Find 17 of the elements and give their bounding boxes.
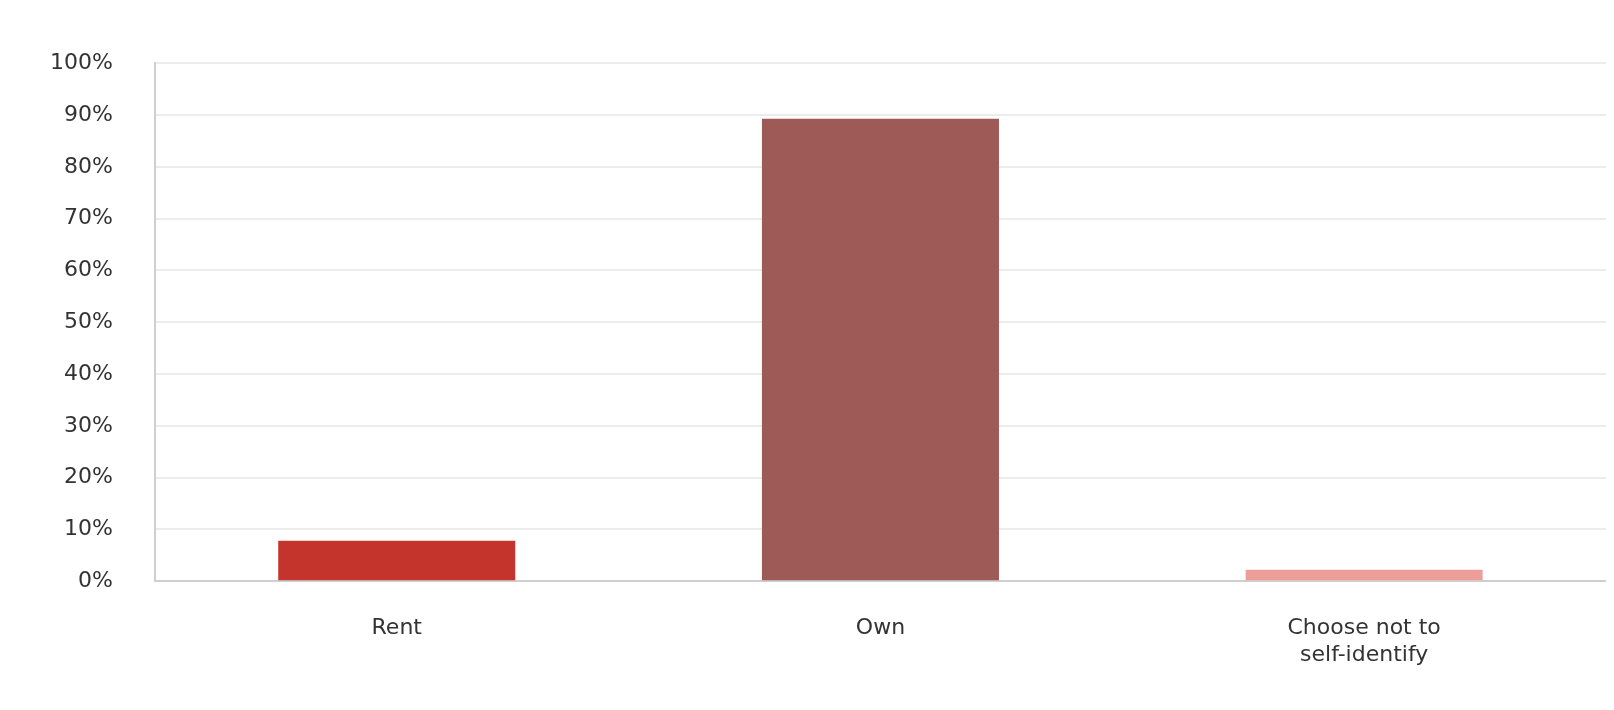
y-tick-label: 80% bbox=[63, 152, 113, 178]
y-tick-label: 40% bbox=[63, 359, 113, 385]
y-tick-label: 90% bbox=[63, 100, 113, 126]
x-tick-label: Choose not to self-identify bbox=[1287, 614, 1441, 666]
y-tick-label: 10% bbox=[63, 515, 113, 541]
x-tick-label: Rent bbox=[371, 614, 423, 640]
bar bbox=[278, 540, 516, 581]
bar bbox=[1245, 569, 1483, 581]
y-tick-label: 0% bbox=[77, 566, 113, 592]
x-tick-label: Own bbox=[855, 614, 906, 640]
y-tick-label: 20% bbox=[63, 463, 113, 489]
y-tick-label: 30% bbox=[63, 411, 113, 437]
y-tick-label: 50% bbox=[63, 307, 113, 333]
y-tick-label: 70% bbox=[63, 204, 113, 230]
y-tick-label: 100% bbox=[49, 48, 113, 74]
y-tick-label: 60% bbox=[63, 256, 113, 282]
bar bbox=[761, 118, 999, 581]
